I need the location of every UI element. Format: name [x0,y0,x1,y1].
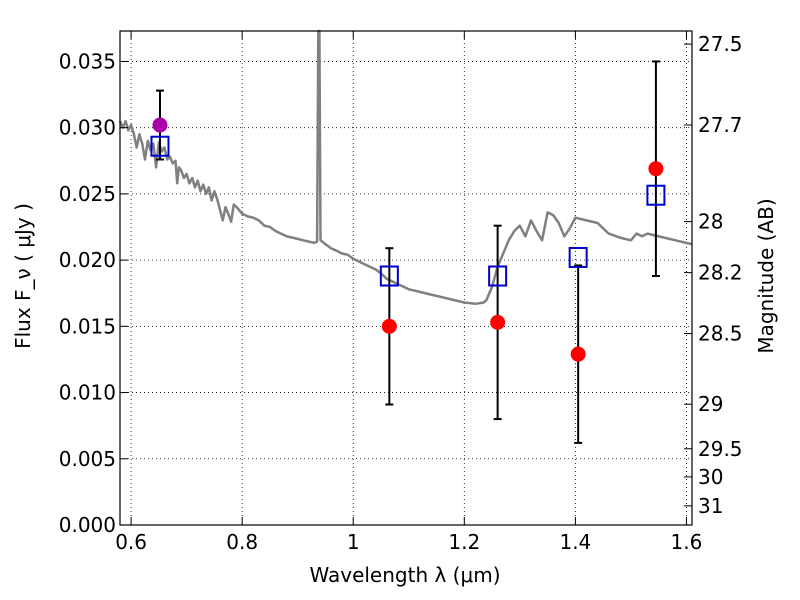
template-spectrum-line [118,29,693,306]
model-flux-box [646,184,666,206]
y-tick-label: 0.015 [59,314,116,338]
template-spectrum [118,29,693,306]
y-tick-label: 0.035 [59,49,116,73]
y-tick-label: 0.000 [59,513,116,537]
y-tick-label: 0.025 [59,182,116,206]
model-flux-box [379,265,399,287]
x-tick-label: 1.2 [448,530,480,554]
grid-lines [120,31,692,526]
data-points [150,117,666,362]
right-tick-label: 27.7 [698,113,743,137]
x-tick-label: 1.4 [559,530,591,554]
y-tick-label: 0.005 [59,447,116,471]
right-tick-label: 30 [698,465,723,489]
y-axis-label-right: Magnitude (AB) [754,198,778,353]
x-axis-label: Wavelength λ (μm) [309,563,500,587]
x-tick-label: 1.6 [671,530,703,554]
plot-frame [119,30,693,526]
observed-point-visible [152,117,168,133]
y-tick-label: 0.020 [59,248,116,272]
x-tick-label: 0.8 [226,530,258,554]
observed-point [648,161,664,177]
right-tick-label: 31 [698,494,723,518]
error-bars [155,60,660,444]
model-flux-box [150,135,170,157]
y-axis-label-left: Flux F_ν ( μJy ) [11,203,35,349]
y-tick-label: 0.010 [59,381,116,405]
right-tick-label: 29.5 [698,437,743,461]
right-tick-label: 27.5 [698,32,743,56]
axis-ticks: 0.6 0.8 1 1.2 1.4 1.6 0.000 0.005 0.010 0.015 0.02… [59,31,743,554]
model-flux-box [568,246,588,268]
right-tick-label: 28.2 [698,261,743,285]
right-tick-label: 28.5 [698,322,743,346]
right-tick-label: 29 [698,392,723,416]
observed-point [570,346,586,362]
model-flux-box [488,265,508,287]
y-tick-label: 0.030 [59,116,116,140]
x-tick-label: 0.6 [115,530,147,554]
observed-point [490,314,506,330]
x-tick-label: 1 [347,530,360,554]
observed-point [381,318,397,334]
right-tick-label: 28 [698,210,723,234]
